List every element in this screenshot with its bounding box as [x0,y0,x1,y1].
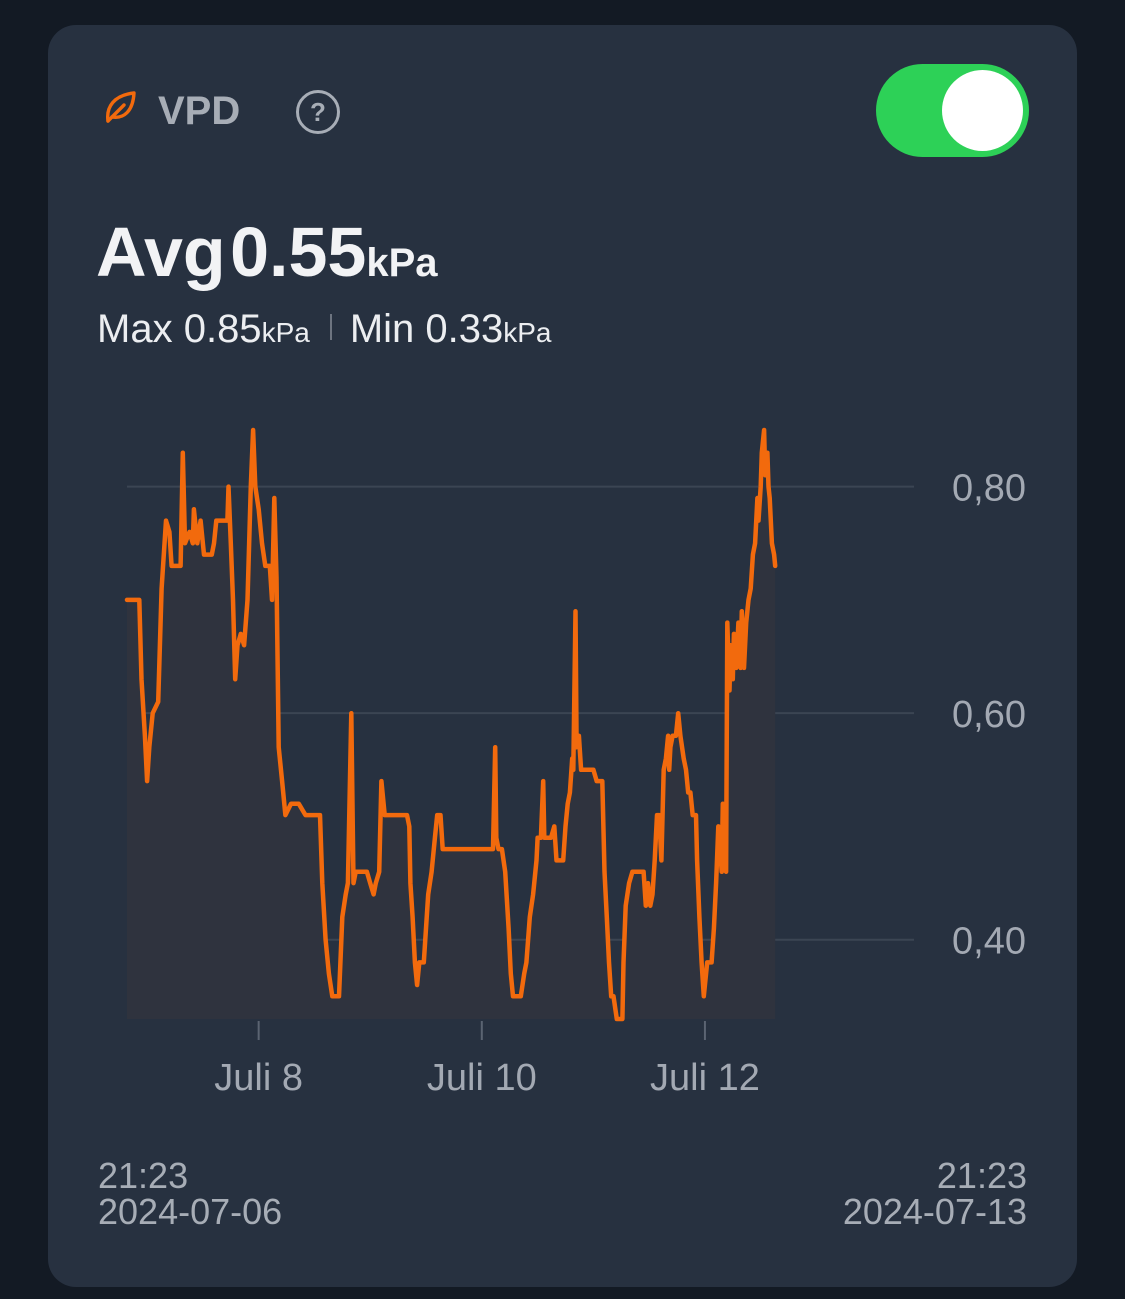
toggle-knob[interactable] [942,70,1023,151]
vpd-toggle[interactable] [876,64,1029,157]
max-unit: kPa [261,317,310,348]
x-tick-label: Juli 12 [650,1057,760,1099]
series-area [127,430,776,1019]
max-label: Max [97,307,173,351]
min-unit: kPa [503,317,552,348]
range-end-date: 2024-07-13 [842,1191,1027,1232]
y-axis-ticks: 0,80 0,60 0,40 [952,468,1026,963]
card-header: VPD ? [48,25,1077,205]
x-axis-ticks: Juli 8 Juli 10 Juli 12 [214,1021,760,1099]
series-line [124,427,778,1022]
min-value: 0.33 [425,307,504,351]
range-start: 21:23 2024-07-06 [98,1158,282,1230]
x-tick-label: Juli 8 [214,1057,303,1099]
y-tick-label: 0,60 [952,694,1026,736]
leaf-icon [106,91,136,123]
avg-unit: kPa [366,241,438,285]
max-value: 0.85 [183,307,262,351]
min-max-stats: Max 0.85kPa Min 0.33kPa [97,307,552,355]
average-value: Avg 0.55kPa [96,213,438,291]
avg-label: Avg [96,213,226,291]
stats-divider [329,314,332,340]
x-tick-label: Juli 10 [427,1057,537,1099]
help-icon[interactable]: ? [296,90,340,134]
y-tick-label: 0,80 [952,468,1026,510]
range-start-time: 21:23 [98,1155,189,1196]
avg-number: 0.55 [230,213,367,291]
min-label: Min [349,307,415,351]
range-end-time: 21:23 [936,1155,1027,1196]
card-title: VPD [158,89,241,133]
y-tick-label: 0,40 [952,921,1026,963]
range-start-date: 2024-07-06 [98,1191,283,1232]
range-end: 21:23 2024-07-13 [843,1158,1027,1230]
